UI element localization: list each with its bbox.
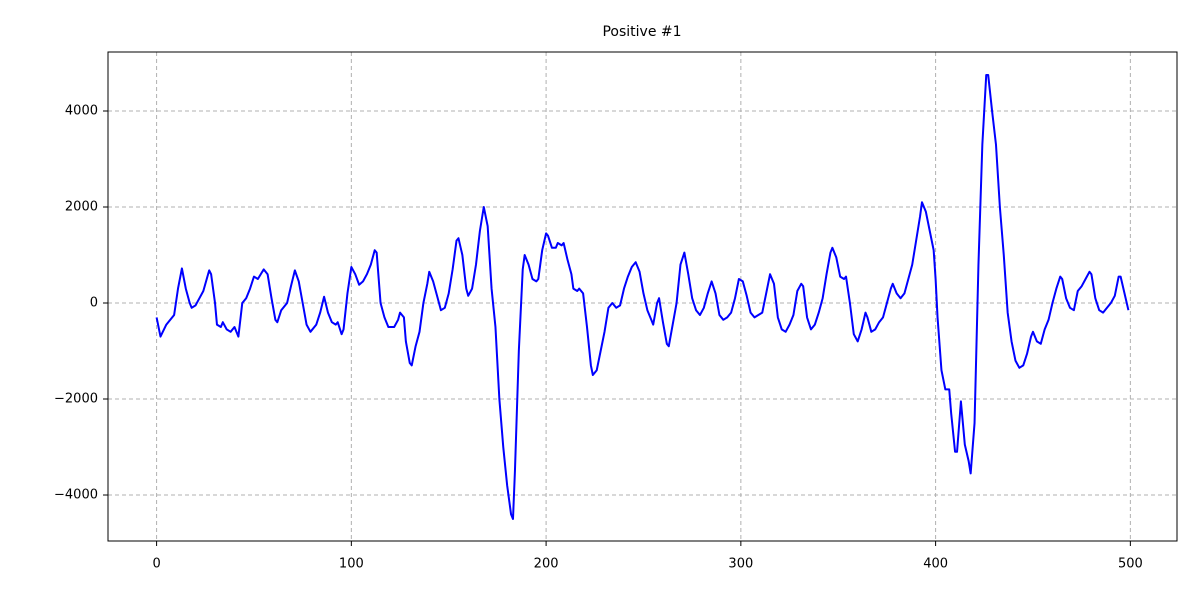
x-tick-label: 300 xyxy=(728,557,753,572)
y-tick-label: 0 xyxy=(90,296,98,311)
data-line xyxy=(155,73,1130,521)
y-tick-label: 2000 xyxy=(65,199,98,214)
y-tick-label: −4000 xyxy=(54,488,98,503)
x-tick-label: 500 xyxy=(1118,557,1143,572)
plot-frame xyxy=(107,51,1178,542)
y-tick-label: −2000 xyxy=(54,392,98,407)
x-tick-label: 200 xyxy=(534,557,559,572)
x-tick-label: 0 xyxy=(152,557,160,572)
y-tick-label: 4000 xyxy=(65,103,98,118)
x-tick-label: 400 xyxy=(923,557,948,572)
chart-title: Positive #1 xyxy=(602,24,681,40)
x-tick-label: 100 xyxy=(339,557,364,572)
